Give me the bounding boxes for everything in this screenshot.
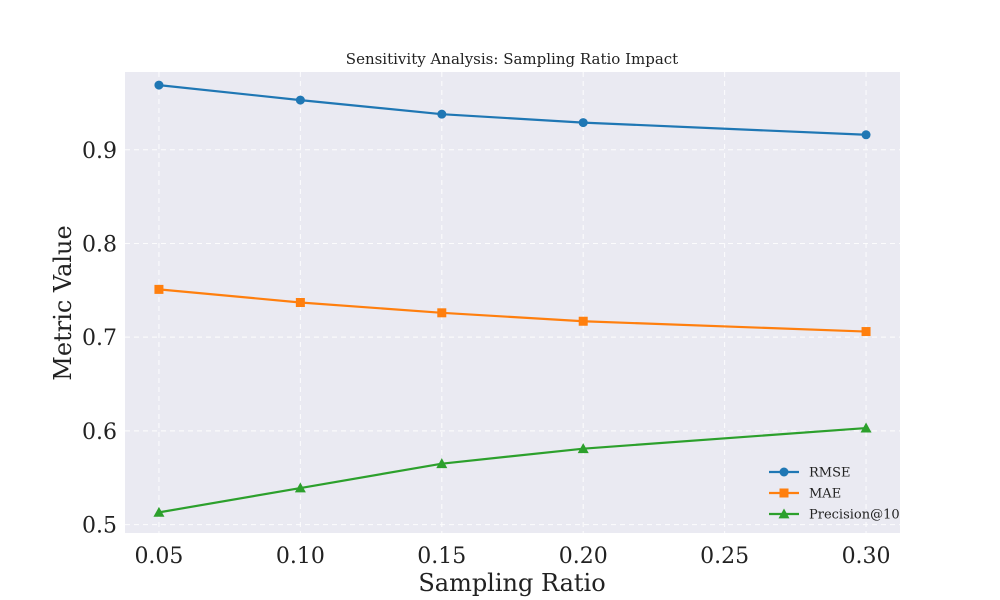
data-point (154, 80, 164, 90)
series-rmse (154, 80, 871, 140)
x-axis-label: Sampling Ratio (418, 569, 605, 597)
data-point (153, 506, 165, 517)
data-point (154, 284, 164, 294)
data-point (437, 308, 447, 318)
x-tick-label: 0.10 (276, 544, 325, 569)
data-point (861, 130, 871, 140)
data-point (294, 482, 306, 493)
legend-label: Precision@10 (809, 508, 900, 523)
y-tick-label: 0.8 (82, 232, 117, 257)
x-tick-label: 0.15 (417, 544, 466, 569)
legend-marker (778, 508, 790, 519)
legend-label: MAE (809, 487, 841, 502)
legend: RMSE MAE Precision@10 (769, 466, 900, 523)
series-mae (154, 284, 871, 337)
data-point (437, 109, 447, 119)
data-point (295, 298, 305, 307)
x-tick-label: 0.25 (700, 544, 749, 569)
legend-marker (779, 488, 789, 498)
x-tick-label: 0.30 (842, 544, 891, 569)
legend-marker (779, 467, 789, 477)
data-point (861, 327, 871, 337)
data-point (577, 443, 589, 454)
y-tick-label: 0.6 (82, 420, 117, 445)
data-point (295, 95, 305, 105)
data-point (578, 316, 588, 326)
y-axis-ticks: 0.5 0.6 0.7 0.8 0.9 (82, 139, 117, 539)
y-tick-label: 0.5 (82, 514, 117, 539)
y-tick-label: 0.9 (82, 139, 117, 164)
x-tick-label: 0.20 (559, 544, 608, 569)
data-point (578, 118, 588, 128)
y-tick-label: 0.7 (82, 326, 117, 351)
x-axis-ticks: 0.05 0.10 0.15 0.20 0.25 0.30 (134, 544, 890, 569)
x-tick-label: 0.05 (134, 544, 183, 569)
legend-label: RMSE (809, 466, 851, 481)
chart-title: Sensitivity Analysis: Sampling Ratio Imp… (346, 50, 678, 68)
data-point (436, 458, 448, 469)
y-axis-label: Metric Value (49, 225, 77, 380)
data-point (860, 422, 872, 433)
grid (125, 72, 900, 533)
series-precision-10 (153, 422, 872, 517)
plot-area (125, 72, 900, 533)
series-layer (153, 80, 872, 517)
